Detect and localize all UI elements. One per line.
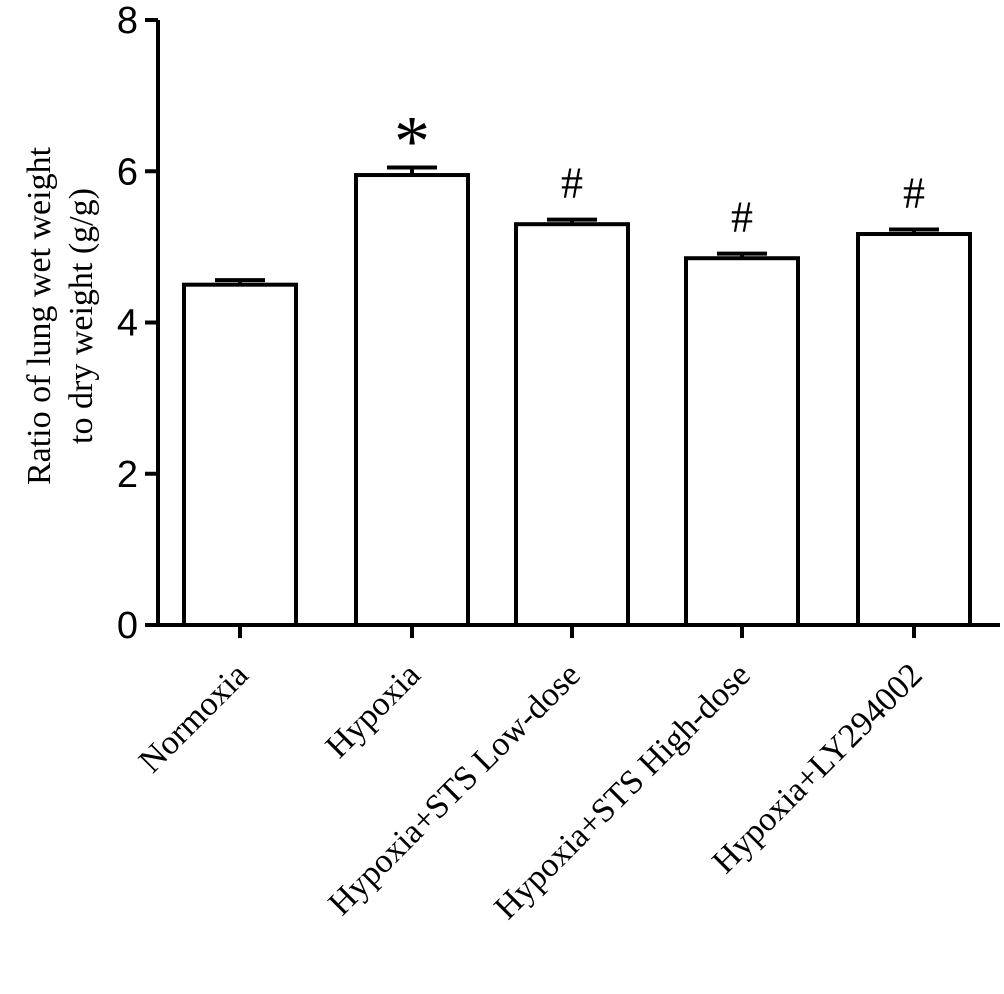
significance-label: # <box>903 168 925 217</box>
y-tick-label: 2 <box>117 454 138 496</box>
significance-label: * <box>394 101 430 181</box>
significance-label: # <box>561 159 583 208</box>
y-axis-title: Ratio of lung wet weight to dry weight (… <box>21 146 100 485</box>
bar <box>856 232 972 628</box>
x-tick-label: Hypoxia <box>319 656 428 765</box>
y-tick-label: 6 <box>117 151 138 193</box>
x-tick-label: Normoxia <box>132 656 256 780</box>
y-axis-title-line-2: to dry weight (g/g) <box>63 188 100 444</box>
significance-label: # <box>731 193 753 242</box>
bar <box>514 222 630 627</box>
y-axis-title-line-1: Ratio of lung wet weight <box>21 146 58 485</box>
bars: * # # # <box>182 101 972 628</box>
y-tick-label: 0 <box>117 605 138 647</box>
bar <box>354 173 470 627</box>
bar <box>182 282 298 627</box>
y-axis: 0 2 4 6 8 <box>117 0 160 647</box>
y-tick-label: 8 <box>117 0 138 42</box>
bar <box>684 256 800 627</box>
y-tick-label: 4 <box>117 303 138 345</box>
